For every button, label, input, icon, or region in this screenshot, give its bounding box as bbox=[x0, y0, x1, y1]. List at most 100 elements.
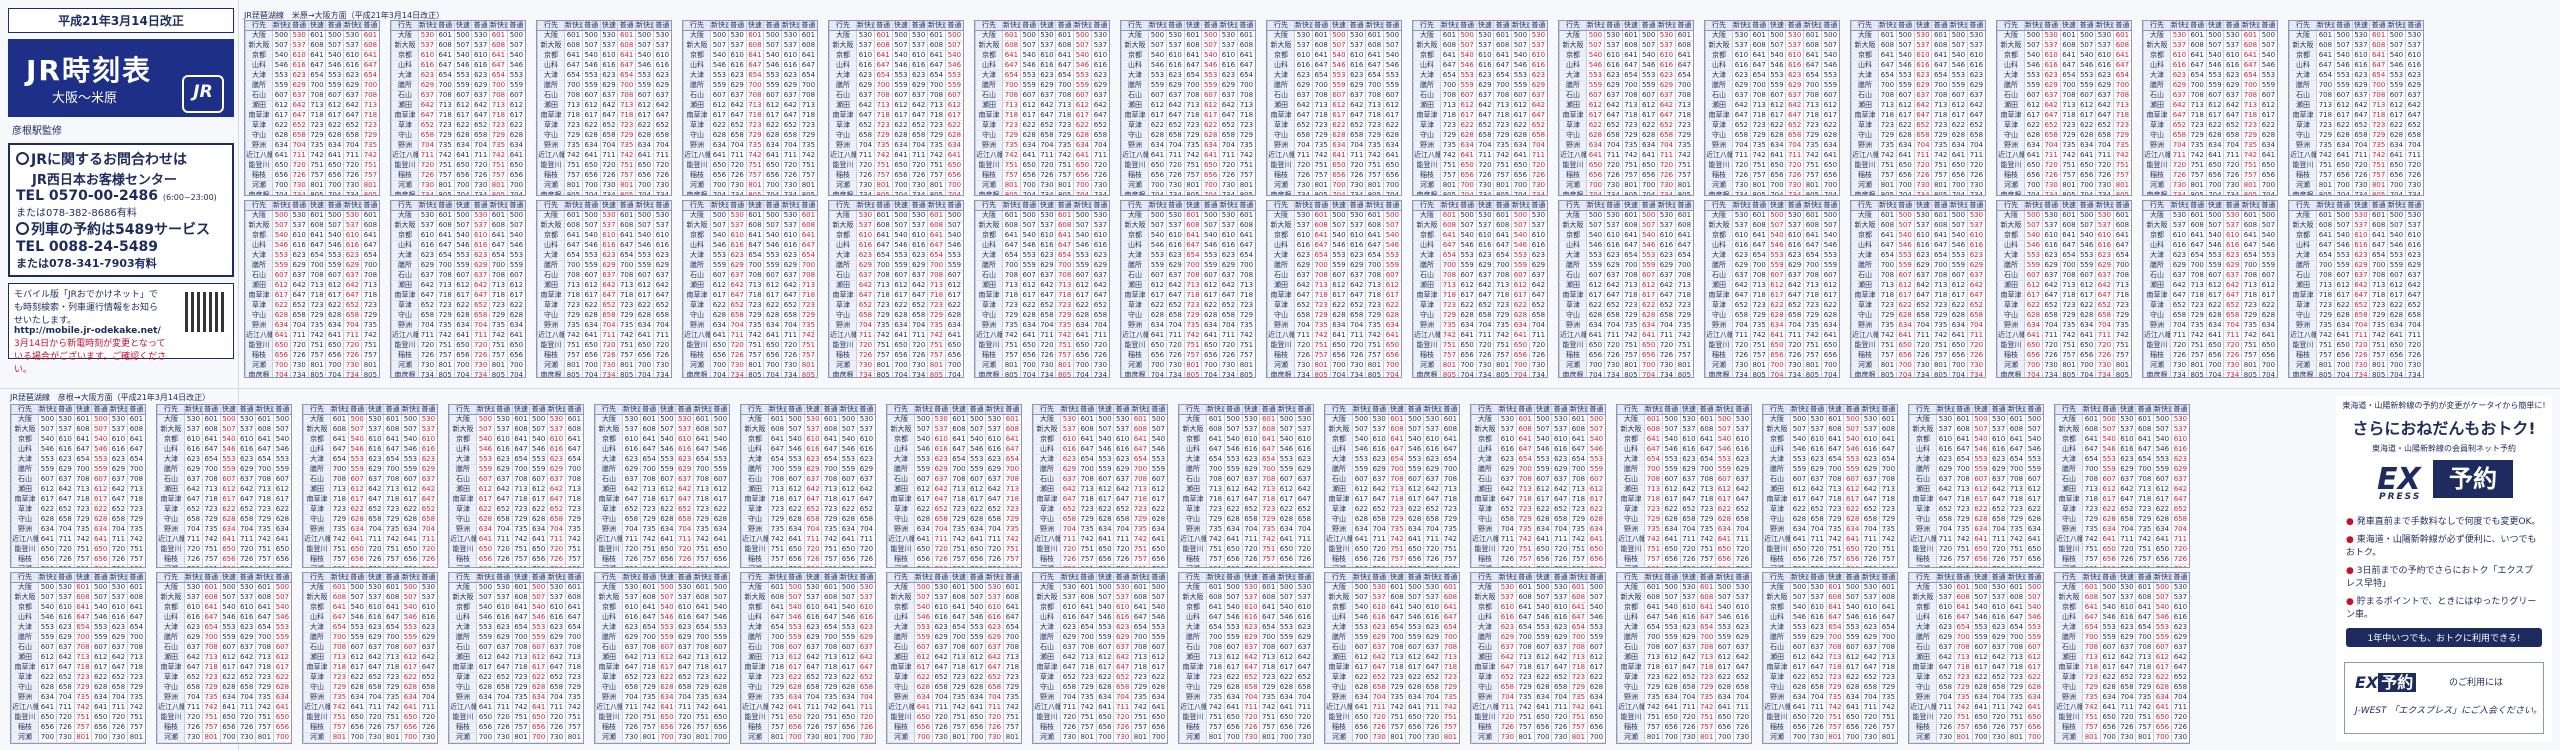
time-cell: 540 bbox=[506, 50, 525, 61]
station-cell: 膳所 bbox=[1851, 260, 1879, 271]
time-cell: 647 bbox=[599, 290, 618, 301]
time-cell: 730 bbox=[237, 564, 256, 567]
time-cell: 730 bbox=[1475, 360, 1494, 371]
station-cell: 京都 bbox=[1121, 50, 1149, 61]
time-cell: 641 bbox=[873, 50, 892, 61]
time-cell: 735 bbox=[745, 320, 764, 331]
time-cell: 616 bbox=[2351, 240, 2370, 251]
time-cell: 650 bbox=[1329, 160, 1348, 171]
phone-reserve[interactable]: TEL 0088-24-5489 bbox=[16, 239, 158, 255]
time-cell: 628 bbox=[91, 514, 110, 525]
time-cell: 718 bbox=[2241, 110, 2260, 121]
station-cell: 石山 bbox=[1559, 270, 1587, 281]
time-cell: 656 bbox=[1329, 350, 1348, 361]
time-cell: 641 bbox=[1586, 330, 1605, 341]
time-cell: 540 bbox=[2258, 230, 2277, 241]
time-cell: 617 bbox=[1586, 290, 1605, 301]
time-cell: 647 bbox=[1966, 110, 1985, 121]
time-cell: 652 bbox=[1347, 120, 1366, 131]
time-cell: 559 bbox=[944, 80, 963, 91]
time-cell: 642 bbox=[2170, 280, 2189, 291]
time-cell: 704 bbox=[1820, 370, 1839, 377]
time-cell: 708 bbox=[1621, 270, 1640, 281]
phone-main[interactable]: TEL 0570-00-2486 (6:00~23:00) bbox=[16, 188, 217, 204]
time-cell: 700 bbox=[1621, 260, 1640, 271]
time-cell: 658 bbox=[2170, 130, 2189, 141]
time-cell: 634 bbox=[2258, 140, 2277, 151]
time-cell: 642 bbox=[1528, 280, 1547, 291]
time-cell: 713 bbox=[2369, 280, 2388, 291]
qr-code-icon[interactable] bbox=[185, 292, 225, 332]
time-cell: 757 bbox=[1621, 350, 1640, 361]
time-cell: 654 bbox=[489, 70, 508, 81]
time-cell: 729 bbox=[617, 130, 636, 141]
time-cell: 735 bbox=[745, 140, 764, 151]
time-cell: 751 bbox=[1311, 340, 1330, 351]
station-cell: 瀬田 bbox=[1559, 280, 1587, 291]
time-cell: 713 bbox=[2187, 100, 2206, 111]
time-cell: 700 bbox=[453, 180, 472, 191]
time-cell: 704 bbox=[506, 190, 525, 195]
time-cell: 647 bbox=[564, 60, 583, 71]
time-cell: 704 bbox=[2404, 320, 2423, 331]
header-cell: 新快速 bbox=[1657, 21, 1676, 31]
time-cell: 713 bbox=[1493, 100, 1512, 111]
table-row: 瀬田 612 642 713 612 642 713 bbox=[11, 484, 145, 495]
time-cell: 735 bbox=[1749, 320, 1768, 331]
time-cell: 629 bbox=[55, 464, 74, 475]
time-cell: 757 bbox=[2241, 170, 2260, 181]
time-cell: 751 bbox=[564, 340, 583, 351]
time-cell: 726 bbox=[1165, 350, 1184, 361]
time-cell: 742 bbox=[2187, 150, 2206, 161]
time-cell: 622 bbox=[453, 300, 472, 311]
station-cell: 河瀬 bbox=[829, 180, 857, 191]
table-row: 近江八幡 711 742 641 711 742 641 bbox=[829, 330, 963, 341]
time-cell: 742 bbox=[489, 330, 508, 341]
time-cell: 546 bbox=[1382, 60, 1401, 71]
time-cell: 617 bbox=[1457, 290, 1476, 301]
time-cell: 634 bbox=[1767, 320, 1786, 331]
table-row: 膳所 629 700 559 629 700 559 bbox=[391, 80, 525, 91]
time-cell: 634 bbox=[1019, 140, 1038, 151]
time-cell: 708 bbox=[564, 270, 583, 281]
time-cell: 700 bbox=[330, 464, 349, 475]
time-cell: 647 bbox=[201, 444, 220, 455]
table-row: 稲枝 757 656 726 757 656 726 bbox=[975, 350, 1109, 361]
time-cell: 711 bbox=[237, 534, 256, 545]
time-cell: 601 bbox=[564, 30, 583, 41]
station-cell: 河瀬 bbox=[537, 180, 565, 191]
time-cell: 617 bbox=[2258, 110, 2277, 121]
time-cell: 723 bbox=[617, 120, 636, 131]
mobile-url[interactable]: http://mobile.jr-odekake.net/ bbox=[14, 326, 161, 336]
station-cell: 南草津 bbox=[157, 494, 185, 505]
time-cell: 622 bbox=[272, 120, 291, 131]
time-cell: 751 bbox=[873, 160, 892, 171]
station-cell: 新大阪 bbox=[1559, 220, 1587, 231]
timetable-panel: 行先新快速普通快速普通新快速普通大阪530601500530601500新大阪5… bbox=[390, 20, 526, 196]
time-cell: 700 bbox=[1803, 260, 1822, 271]
table-row: 大津 553 623 654 553 623 654 bbox=[1997, 70, 2131, 81]
time-cell: 713 bbox=[617, 280, 636, 291]
time-cell: 623 bbox=[1294, 250, 1313, 261]
time-cell: 540 bbox=[2077, 230, 2096, 241]
station-cell: 守山 bbox=[1267, 130, 1295, 141]
table-row: 瀬田 642 713 612 642 713 612 bbox=[1705, 280, 1839, 291]
time-cell: 546 bbox=[38, 444, 57, 455]
time-cell: 642 bbox=[1913, 280, 1932, 291]
time-cell: 718 bbox=[201, 494, 220, 505]
time-cell: 742 bbox=[2112, 150, 2131, 161]
station-cell: 膳所 bbox=[245, 260, 273, 271]
station-cell: 山科 bbox=[537, 240, 565, 251]
time-cell: 642 bbox=[365, 484, 384, 495]
header-cell: 普通 bbox=[506, 201, 525, 211]
time-cell: 654 bbox=[330, 454, 349, 465]
header-cell: 行先 bbox=[157, 405, 185, 415]
time-cell: 608 bbox=[1931, 220, 1950, 231]
jr-logo: JR bbox=[182, 75, 224, 113]
time-cell: 726 bbox=[2404, 350, 2423, 361]
time-cell: 734 bbox=[781, 370, 800, 377]
table-row: 守山 729 628 658 729 628 658 bbox=[975, 310, 1109, 321]
time-cell: 730 bbox=[289, 360, 308, 371]
